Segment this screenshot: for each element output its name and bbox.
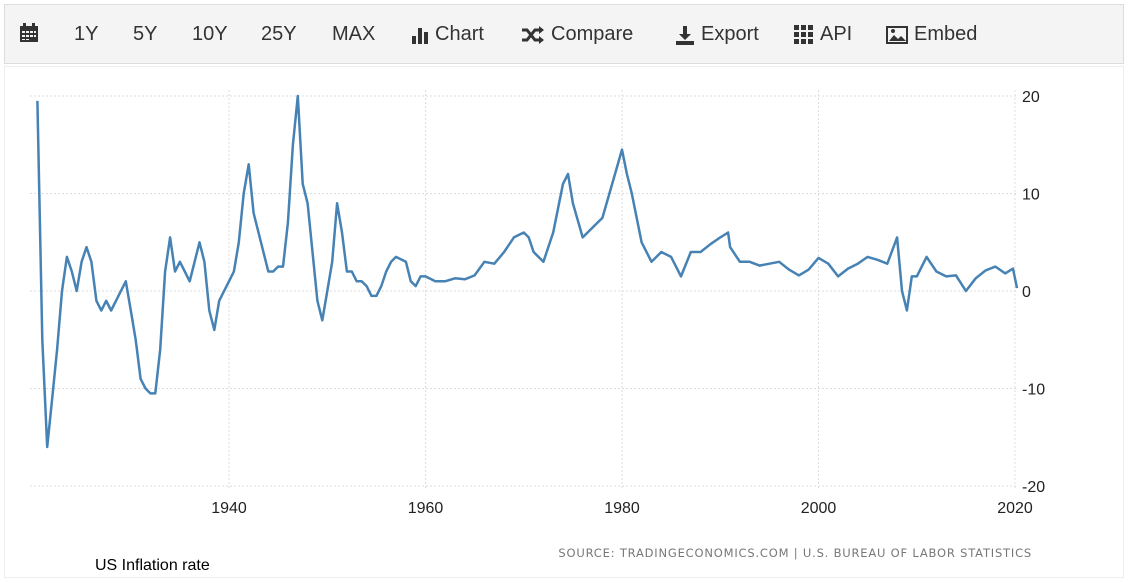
image-icon — [886, 25, 908, 44]
compare-button[interactable]: Compare — [521, 23, 633, 46]
y-tick-label: -10 — [1022, 382, 1045, 399]
grid-icon — [794, 24, 813, 44]
compare-label: Compare — [551, 23, 634, 45]
y-tick-label: -20 — [1022, 479, 1045, 496]
download-icon — [676, 25, 694, 45]
x-tick-label: 1960 — [408, 500, 444, 517]
chart-label: Chart — [435, 23, 484, 45]
y-tick-label: 0 — [1022, 284, 1031, 301]
x-tick-label: 1940 — [211, 500, 247, 517]
range-max-button[interactable]: MAX — [332, 23, 376, 45]
range-10y-button[interactable]: 10Y — [192, 23, 228, 45]
y-tick-label: 10 — [1022, 187, 1040, 204]
calendar-button[interactable] — [19, 23, 45, 43]
chart-button[interactable]: Chart — [411, 23, 484, 46]
api-button[interactable]: API — [794, 23, 852, 46]
shuffle-icon — [522, 25, 544, 44]
chart-panel — [4, 66, 1124, 578]
range-25y-button[interactable]: 25Y — [261, 23, 297, 45]
export-label: Export — [701, 23, 759, 45]
embed-button[interactable]: Embed — [886, 23, 977, 46]
bar-chart-icon — [412, 27, 428, 44]
range-1y-button[interactable]: 1Y — [74, 23, 99, 45]
source-text: SOURCE: TRADINGECONOMICS.COM | U.S. BURE… — [558, 546, 1032, 560]
chart-caption: US Inflation rate — [95, 557, 210, 574]
x-tick-label: 1980 — [604, 500, 640, 517]
x-tick-label: 2000 — [801, 500, 837, 517]
y-tick-label: 20 — [1022, 89, 1040, 106]
range-5y-button[interactable]: 5Y — [133, 23, 158, 45]
calendar-icon — [20, 23, 38, 42]
toolbar: 1Y 5Y 10Y 25Y MAX Chart Compare Export A… — [4, 4, 1124, 64]
x-tick-label: 2020 — [997, 500, 1033, 517]
export-button[interactable]: Export — [675, 23, 759, 46]
embed-label: Embed — [914, 23, 978, 45]
inflation-series-line — [36, 94, 1019, 449]
api-label: API — [820, 23, 853, 45]
